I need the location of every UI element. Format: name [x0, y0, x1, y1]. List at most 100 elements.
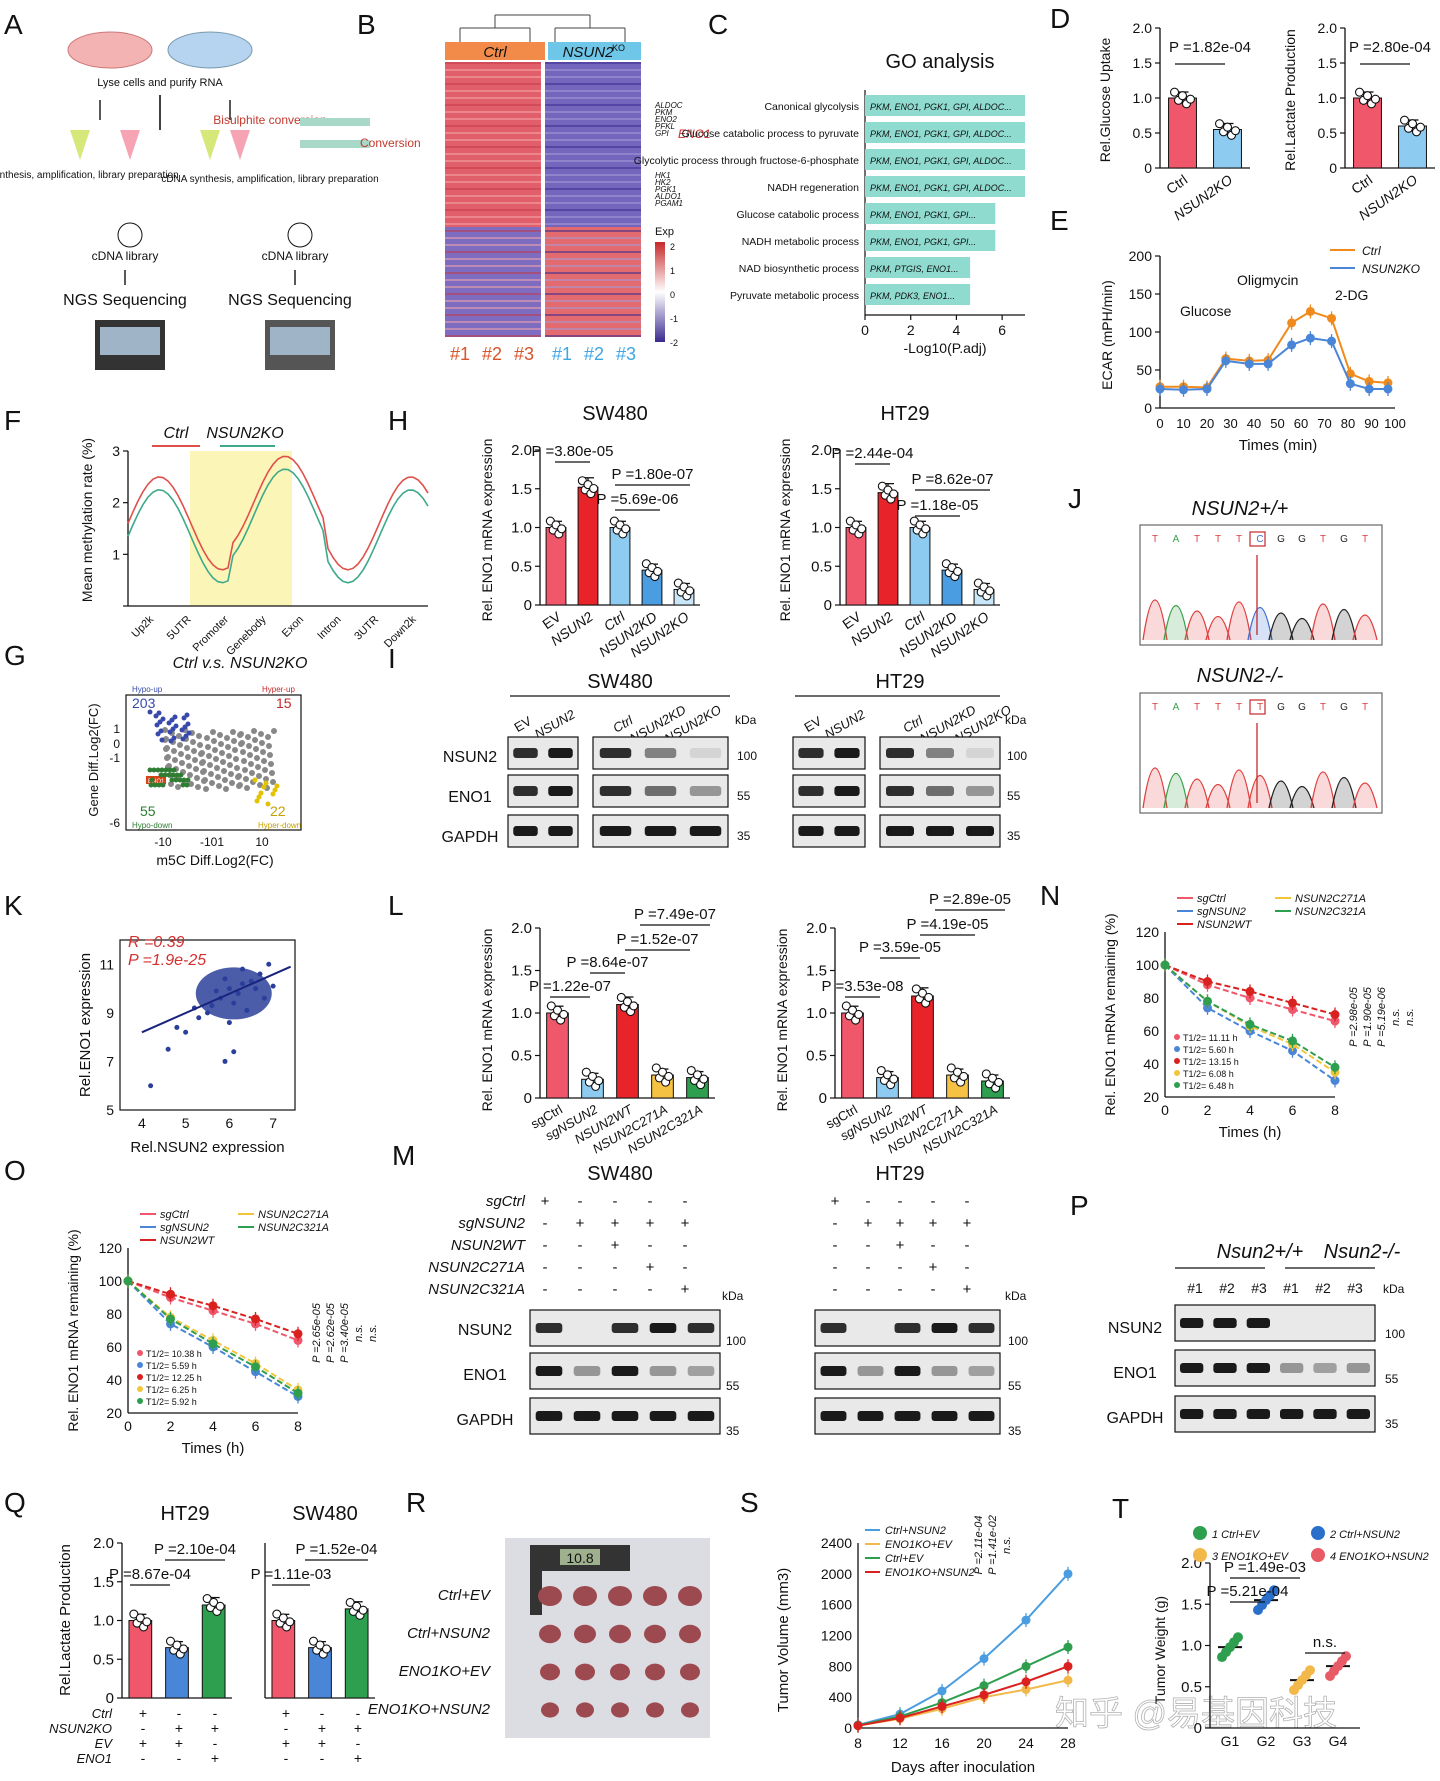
heat-stripe [445, 300, 541, 302]
g-point [184, 745, 190, 751]
panel-j: NSUN2+/+ NSUN2-/- T A T T T C G G T G T T A T T T T G G T G T [1139, 498, 1383, 814]
t-ns-pvalue: n.s. [1313, 1634, 1337, 1651]
g-point [237, 732, 243, 738]
m-sign: - [866, 1193, 871, 1210]
c-category: Glucose catabolic process [736, 209, 859, 221]
k-regression [141, 965, 292, 1034]
panel-label-k: K [4, 890, 23, 921]
n-hl-marker [1174, 1034, 1180, 1040]
p-blot-band [1246, 1363, 1270, 1373]
p-lane: #2 [1219, 1280, 1235, 1296]
o-hl-marker [137, 1386, 143, 1392]
s-xtick-label: 12 [892, 1735, 908, 1751]
q-sw-dot [308, 1636, 319, 1646]
q-sw-dot [345, 1597, 355, 1607]
i-ht-title: HT29 [876, 671, 925, 693]
f-legend-ctrl: Ctrl [164, 425, 189, 442]
p-blot-band [1280, 1363, 1304, 1373]
n-ytick-label: 20 [1143, 1089, 1159, 1105]
panel-b: Ctrl NSUN2KO #1 #2 #3 #1 #2 #3 ALDOCPKMENO2PFKLG… [445, 14, 711, 364]
c-bar [865, 149, 1025, 170]
heat-stripe [545, 104, 641, 106]
j-base: T [1194, 702, 1200, 713]
k-point [226, 986, 232, 992]
e-annot-2dg: 2-DG [1335, 287, 1368, 303]
q-ht-bar [128, 1620, 153, 1699]
g-point [247, 752, 253, 758]
j-frame [1139, 524, 1383, 646]
d-left-dot [1169, 87, 1180, 97]
i-sw-blot-ko-band [689, 748, 722, 758]
c-xtick-label: 6 [998, 322, 1006, 338]
g-point [241, 758, 247, 764]
panel-label-p: P [1070, 1190, 1089, 1221]
h-sw-p2-pvalue: P =1.80e-07 [612, 466, 694, 483]
heat-stripe [545, 216, 641, 218]
heat-stripe [545, 160, 641, 162]
q-sw-dot [285, 1617, 295, 1627]
l-right-dot [854, 1009, 864, 1019]
g-point [228, 771, 234, 777]
i-ht-blot-ko-band [966, 786, 994, 796]
h-ht-dot [921, 524, 931, 534]
a-left-lib: cDNA library [92, 249, 159, 263]
g-point [263, 776, 269, 782]
rna-strand [300, 140, 370, 148]
b-gene: PFKL [655, 122, 675, 131]
q-sw-p1-pvalue: P =1.11e-03 [251, 1566, 332, 1583]
m-sign: - [965, 1259, 970, 1276]
l-left-dot [699, 1074, 709, 1084]
m-sw-blot-band [687, 1323, 715, 1333]
i-ht-blot-ko-band [966, 748, 994, 758]
g-point [208, 771, 214, 777]
k-point [244, 1007, 250, 1013]
panel-label-r: R [406, 1487, 426, 1518]
c-genes: PKM, ENO1, PGK1, GPI... [870, 237, 976, 247]
i-row-label: NSUN2 [443, 749, 497, 766]
panel-s: 2400 2000 1600 1200 800 400 08 12 16 20 24 28 Days a… [775, 1515, 1076, 1776]
j-peak [1331, 776, 1357, 809]
panel-label-i: I [388, 643, 396, 674]
heat-stripe [545, 265, 641, 267]
h-ht-ytick-label: 2.0 [811, 442, 832, 459]
m-sign: + [831, 1193, 840, 1210]
q-sign: + [139, 1735, 147, 1751]
g-point-hypo-down [159, 767, 165, 773]
h-sw-title: SW480 [582, 403, 648, 425]
h-sw-ytick-label: 2.0 [511, 442, 532, 459]
r-caliper-jaw [530, 1565, 542, 1615]
heat-stripe [445, 118, 541, 120]
k-point [266, 961, 272, 967]
l-right-dot [981, 1069, 991, 1079]
g-point [230, 729, 236, 735]
g-point [205, 744, 211, 750]
m-sign: - [898, 1193, 903, 1210]
g-point-hypo-down [148, 782, 154, 788]
m-sign: - [543, 1259, 548, 1276]
g-n-hypo-up: 203 [132, 695, 156, 711]
j-peak [1184, 610, 1210, 641]
g-point-hypo-down [162, 772, 168, 778]
g-point-hypo-down [185, 777, 191, 783]
e-xtick-label: 90 [1364, 416, 1378, 431]
g-point [267, 752, 273, 758]
l-right-dot [917, 988, 928, 998]
j-base: G [1298, 702, 1306, 713]
g-point [238, 741, 244, 747]
g-point-hypo-up [166, 720, 172, 726]
r-tumor [646, 1702, 664, 1718]
p-ko: Nsun2-/- [1324, 1241, 1401, 1263]
t-dot [1233, 1632, 1243, 1643]
h-sw-ylabel: Rel. ENO1 mRNA expression [479, 439, 495, 622]
o-ytick-label: 40 [106, 1372, 122, 1388]
g-point [270, 779, 276, 785]
t-xcat: G2 [1257, 1733, 1276, 1749]
h-ht-p2-pvalue: P =8.62e-07 [912, 471, 994, 488]
h-ht-ylabel: Rel. ENO1 mRNA expression [777, 439, 793, 622]
l-left-dot [587, 1071, 598, 1082]
s-ytick-label: 1200 [821, 1628, 852, 1644]
panel-label-t: T [1112, 1493, 1129, 1524]
g-hyper-up: Hyper-up [262, 685, 295, 694]
g-point [266, 743, 272, 749]
q-sign: - [356, 1705, 361, 1721]
